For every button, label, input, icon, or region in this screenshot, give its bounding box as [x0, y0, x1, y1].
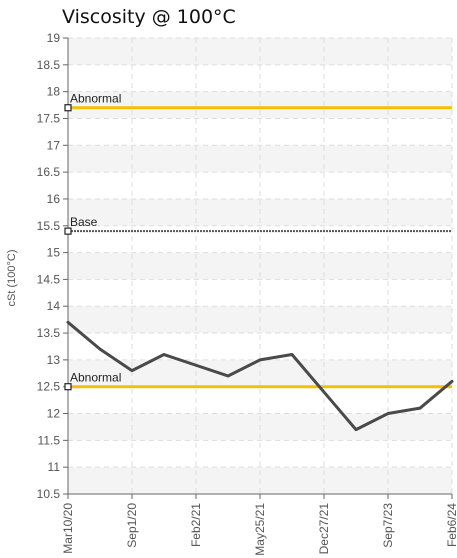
data-point: [226, 374, 230, 378]
data-point: [322, 390, 326, 394]
y-tick-label: 13: [47, 353, 61, 367]
reference-label: Base: [70, 215, 98, 229]
reference-marker: [64, 227, 72, 235]
y-tick-label: 14.5: [37, 272, 61, 286]
y-tick-label: 15.5: [37, 219, 61, 233]
y-tick-label: 17: [47, 138, 61, 152]
y-tick-labels: 10.5 11 11.5 12 12.5 13 13.5 14 14.5 15 15.5 16 16.5…: [37, 31, 61, 501]
y-tick-label: 15: [47, 246, 61, 260]
axes: [63, 37, 453, 499]
y-tick-label: 13.5: [37, 326, 61, 340]
chart-title: Viscosity @ 100°C: [62, 6, 236, 28]
y-tick-label: 17.5: [37, 111, 61, 125]
y-axis-label: cSt (100°C): [6, 250, 18, 307]
x-tick-label: Feb2/21: [189, 503, 203, 547]
data-point: [258, 358, 262, 362]
y-tick-label: 12.5: [37, 380, 61, 394]
y-tick-label: 11.5: [38, 433, 61, 447]
x-tick-label: Dec27/21: [317, 503, 331, 555]
x-tick-label: Mar10/20: [61, 503, 75, 554]
data-point: [98, 347, 102, 351]
y-tick-label: 18.5: [37, 58, 61, 72]
data-point: [162, 353, 166, 356]
reference-marker: [64, 104, 72, 112]
x-tick-label: May25/21: [253, 503, 267, 556]
data-point: [386, 412, 390, 415]
x-tick-label: Feb6/24: [445, 503, 457, 547]
data-point: [66, 321, 70, 324]
reference-label: Abnormal: [70, 92, 121, 106]
x-tick-label: Sep1/20: [125, 503, 139, 548]
y-tick-label: 19: [47, 31, 61, 45]
y-tick-label: 10.5: [37, 487, 61, 501]
data-point: [194, 364, 198, 367]
data-point: [450, 380, 454, 383]
y-tick-label: 18: [47, 85, 61, 99]
y-tick-label: 14: [47, 299, 61, 313]
y-tick-label: 16.5: [37, 165, 61, 179]
y-tick-label: 12: [47, 407, 61, 421]
x-tick-labels: Mar10/20 Sep1/20 Feb2/21 May25/21 Dec27/21 Se…: [61, 503, 457, 556]
x-tick-label: Sep7/23: [381, 503, 395, 548]
y-tick-label: 11: [48, 460, 61, 474]
series: [66, 320, 454, 432]
reference-lines: Abnormal Base Abnormal: [64, 92, 452, 391]
y-tick-label: 16: [47, 192, 61, 206]
data-point: [130, 369, 134, 372]
reference-label: Abnormal: [70, 371, 121, 385]
data-point: [418, 406, 422, 410]
data-point: [290, 353, 294, 356]
data-point: [354, 428, 358, 431]
reference-marker: [64, 383, 72, 391]
